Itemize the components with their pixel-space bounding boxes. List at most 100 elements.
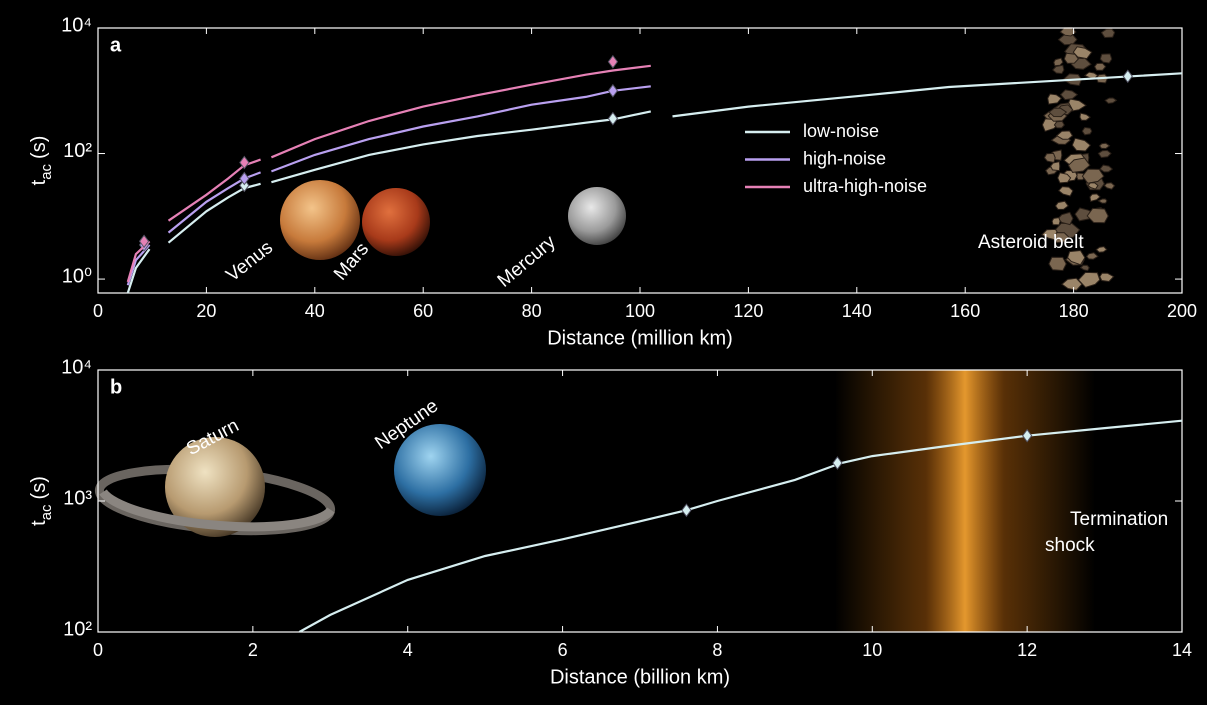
marker <box>607 54 619 69</box>
asteroid <box>1099 53 1113 64</box>
annotation: Asteroid belt <box>978 232 1084 253</box>
asteroid <box>1087 182 1099 190</box>
panel-label: b <box>110 376 122 398</box>
asteroid <box>1089 193 1101 203</box>
series-group <box>298 419 1182 632</box>
asteroid <box>1097 198 1108 204</box>
y-axis-title: tac (s) <box>28 136 55 186</box>
x-tick-label: 100 <box>625 301 655 321</box>
neptune <box>394 424 486 516</box>
x-tick-label: 60 <box>413 301 433 321</box>
asteroid <box>1077 271 1101 288</box>
asteroid <box>1086 207 1109 224</box>
asteroid <box>1052 64 1065 75</box>
marker <box>607 83 619 98</box>
x-tick-label: 200 <box>1167 301 1197 321</box>
y-axis-title-main: t <box>28 179 50 185</box>
asteroid <box>1085 252 1099 260</box>
asteroid <box>1059 89 1079 101</box>
asteroid <box>1053 57 1064 67</box>
x-tick-label: 12 <box>1017 640 1037 660</box>
marker <box>1022 428 1033 443</box>
x-tick-label: 120 <box>733 301 763 321</box>
x-tick-label: 40 <box>305 301 325 321</box>
series-line <box>298 419 1182 632</box>
saturn <box>94 437 336 537</box>
asteroid <box>1067 249 1086 266</box>
asteroid <box>1103 182 1116 190</box>
y-axis-title-sub: ac <box>38 504 55 520</box>
termination-shock-glow <box>835 370 1095 632</box>
x-tick-label: 8 <box>712 640 722 660</box>
x-tick-label: 10 <box>862 640 882 660</box>
x-tick-label: 14 <box>1172 640 1192 660</box>
x-tick-label: 160 <box>950 301 980 321</box>
asteroid-belt <box>1041 26 1118 291</box>
asteroid <box>1098 142 1111 150</box>
marker <box>138 234 150 249</box>
x-tick-label: 140 <box>842 301 872 321</box>
y-axis-title-sub: ac <box>38 163 55 179</box>
marker <box>239 178 250 193</box>
asteroid <box>1081 126 1093 136</box>
asteroid <box>1047 93 1063 105</box>
series-group <box>126 54 1182 293</box>
x-axis-title: Distance (billion km) <box>550 666 730 688</box>
x-tick-label: 0 <box>93 640 103 660</box>
y-axis-title-main: t <box>28 520 50 526</box>
asteroid <box>1057 172 1072 184</box>
asteroid <box>1048 107 1068 118</box>
series-line <box>126 72 1182 293</box>
marker <box>607 111 619 126</box>
asteroid <box>1099 272 1115 283</box>
y-axis-title: tac (s) <box>28 476 55 526</box>
asteroid <box>1051 217 1061 226</box>
asteroid <box>1081 168 1105 184</box>
asteroid <box>1074 207 1098 222</box>
x-tick-label: 6 <box>558 640 568 660</box>
asteroid <box>1067 157 1091 173</box>
marker <box>832 456 843 470</box>
asteroid <box>1050 160 1061 172</box>
y-tick-label: 10³ <box>63 487 92 509</box>
asteroid <box>1079 112 1091 121</box>
marker <box>239 155 250 170</box>
asteroid <box>1097 149 1112 159</box>
x-axis-title: Distance (million km) <box>547 327 733 349</box>
asteroid <box>1100 28 1116 39</box>
asteroid <box>1048 256 1067 272</box>
x-tick-label: 80 <box>522 301 542 321</box>
y-tick-label: 10² <box>63 140 92 162</box>
y-axis-title-unit: (s) <box>28 476 50 499</box>
x-tick-label: 20 <box>196 301 216 321</box>
marker <box>239 171 250 186</box>
venus <box>280 180 360 260</box>
legend-label: ultra-high-noise <box>803 176 927 196</box>
asteroid <box>1071 137 1092 152</box>
annotation: shock <box>1045 535 1095 556</box>
asteroid <box>1104 97 1118 104</box>
mars <box>362 188 430 256</box>
asteroid <box>1072 46 1093 60</box>
asteroid <box>1054 200 1069 210</box>
x-tick-label: 0 <box>93 301 103 321</box>
x-tick-label: 4 <box>403 640 413 660</box>
asteroid <box>1053 232 1070 244</box>
asteroid <box>1053 120 1065 129</box>
legend-label: low-noise <box>803 121 879 141</box>
x-tick-label: 2 <box>248 640 258 660</box>
marker <box>681 503 692 518</box>
asteroid <box>1079 264 1090 272</box>
panel-label: a <box>110 34 122 56</box>
annotation: Termination <box>1070 509 1168 530</box>
y-tick-label: 10² <box>63 618 92 640</box>
asteroid <box>1094 62 1107 71</box>
asteroid <box>1055 130 1074 140</box>
mercury <box>568 187 626 245</box>
asteroid <box>1099 164 1114 173</box>
y-tick-label: 10⁴ <box>61 356 92 378</box>
marker <box>1122 69 1133 84</box>
asteroid <box>1061 277 1083 291</box>
